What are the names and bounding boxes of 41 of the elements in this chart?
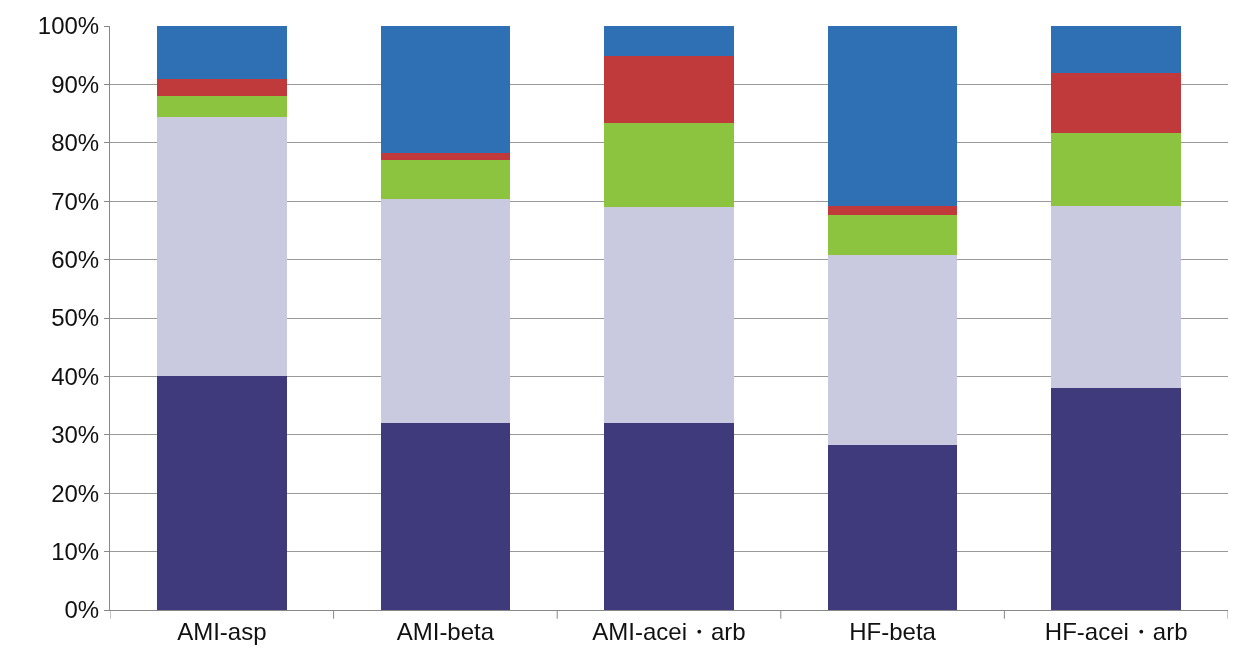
bar bbox=[380, 152, 511, 161]
y-tick-label: 20% bbox=[51, 479, 100, 507]
bar bbox=[380, 160, 511, 200]
bar bbox=[156, 26, 287, 79]
bar bbox=[604, 207, 734, 424]
bar bbox=[604, 122, 734, 208]
bar bbox=[604, 26, 734, 56]
bar bbox=[1051, 132, 1182, 206]
x-tick-label: HF-beta bbox=[849, 617, 937, 645]
bar bbox=[380, 26, 511, 153]
bar bbox=[1051, 388, 1182, 610]
bar bbox=[1051, 26, 1182, 74]
bar bbox=[156, 95, 287, 118]
y-tick-label: 80% bbox=[51, 129, 100, 157]
bar bbox=[827, 26, 958, 206]
bar bbox=[827, 254, 958, 445]
y-tick-label: 40% bbox=[51, 362, 100, 390]
bar bbox=[1051, 73, 1182, 133]
bar bbox=[827, 215, 958, 255]
bar bbox=[156, 376, 287, 610]
x-tick-label: AMI-acei・arb bbox=[592, 617, 746, 645]
bar bbox=[380, 199, 511, 424]
x-tick-label: HF-acei・arb bbox=[1044, 617, 1188, 645]
y-tick-label: 50% bbox=[51, 304, 100, 332]
bar bbox=[156, 78, 287, 96]
y-tick-label: 30% bbox=[51, 421, 100, 449]
bar bbox=[1051, 205, 1182, 389]
bar bbox=[156, 117, 287, 377]
x-tick-label: AMI-beta bbox=[396, 617, 495, 645]
y-tick-label: 10% bbox=[51, 538, 100, 565]
x-tick-label: AMI-asp bbox=[177, 617, 267, 645]
y-tick-label: 70% bbox=[51, 187, 100, 215]
bar bbox=[604, 423, 734, 610]
bar bbox=[604, 55, 734, 123]
y-tick-label: 100% bbox=[37, 12, 100, 40]
y-tick-label: 90% bbox=[51, 70, 100, 98]
y-tick-label: 60% bbox=[51, 246, 100, 273]
bar bbox=[380, 423, 511, 610]
bar bbox=[827, 205, 958, 216]
y-tick-label: 0% bbox=[64, 596, 100, 624]
bar bbox=[827, 444, 958, 610]
